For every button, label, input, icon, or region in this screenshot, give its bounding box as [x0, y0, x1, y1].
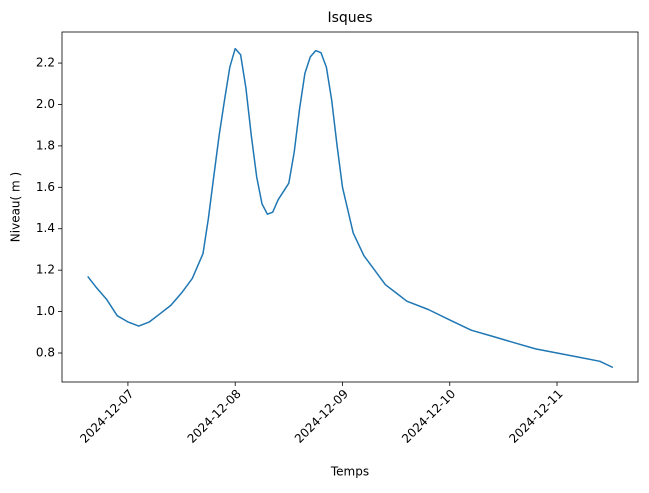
x-tick-label: 2024-12-10 — [399, 387, 458, 446]
y-tick-label: 1.6 — [36, 180, 55, 194]
data-line — [87, 47, 614, 369]
x-axis-label: Temps — [330, 465, 369, 479]
y-tick-label: 2.2 — [36, 56, 55, 70]
chart-title: Isques — [327, 10, 372, 26]
x-tick-label: 2024-12-11 — [506, 387, 565, 446]
x-tick-label: 2024-12-08 — [185, 387, 244, 446]
plot-frame — [61, 31, 639, 383]
y-tick-label: 2.0 — [36, 97, 55, 111]
y-tick-label: 0.8 — [36, 346, 55, 360]
y-axis-label: Niveau( m ) — [9, 172, 23, 242]
y-tick-label: 1.2 — [36, 263, 55, 277]
y-tick-label: 1.0 — [36, 304, 55, 318]
y-tick-label: 1.4 — [36, 221, 55, 235]
y-tick-label: 1.8 — [36, 138, 55, 152]
x-tick-label: 2024-12-09 — [292, 387, 351, 446]
x-tick-label: 2024-12-07 — [77, 387, 136, 446]
